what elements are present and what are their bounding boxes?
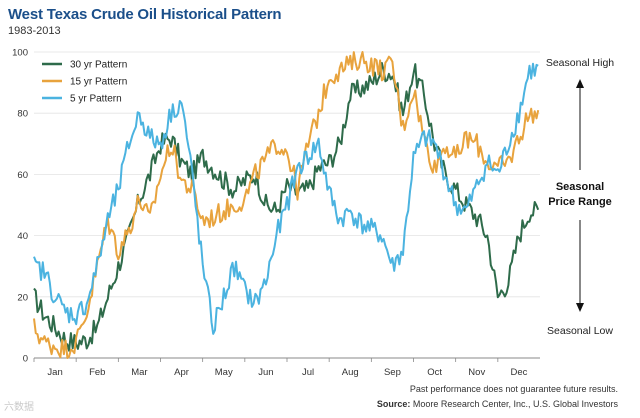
series-line-5-yr-pattern — [33, 62, 539, 335]
annotation-seasonal-low: Seasonal Low — [547, 325, 613, 337]
annotation-seasonal-label-1: Seasonal — [556, 181, 604, 193]
x-tick-label-aug: Aug — [342, 367, 359, 378]
x-tick-label-oct: Oct — [427, 367, 442, 378]
y-tick-label-0: 0 — [23, 354, 28, 365]
x-tick-label-mar: Mar — [131, 367, 147, 378]
x-tick-label-apr: Apr — [174, 367, 189, 378]
source-label: Source: — [376, 399, 411, 409]
x-tick-label-feb: Feb — [89, 367, 105, 378]
chart-title: West Texas Crude Oil Historical Pattern — [8, 6, 282, 23]
legend-label-1: 15 yr Pattern — [70, 77, 127, 88]
x-tick-label-may: May — [215, 367, 233, 378]
y-tick-label-40: 40 — [17, 231, 28, 242]
y-tick-label-100: 100 — [12, 48, 28, 59]
series-line-15-yr-pattern — [33, 51, 540, 359]
y-tick-label-20: 20 — [17, 292, 28, 303]
chart-subtitle: 1983-2013 — [8, 25, 61, 37]
arrow-up-head — [576, 79, 584, 88]
y-tick-label-80: 80 — [17, 109, 28, 120]
x-tick-label-jun: Jun — [258, 367, 273, 378]
x-tick-label-dec: Dec — [510, 367, 527, 378]
x-tick-label-sep: Sep — [384, 367, 401, 378]
watermark: 六数据 — [4, 402, 34, 413]
annotation-seasonal-high: Seasonal High — [546, 57, 614, 69]
source-text: Moore Research Center, Inc., U.S. Global… — [412, 399, 618, 409]
arrow-down-head — [576, 303, 584, 312]
x-tick-label-jul: Jul — [302, 367, 314, 378]
footnote-disclaimer: Past performance does not guarantee futu… — [409, 384, 618, 394]
annotation-seasonal-label-2: Price Range — [548, 196, 612, 208]
legend-label-2: 5 yr Pattern — [70, 94, 122, 105]
x-tick-label-nov: Nov — [468, 367, 485, 378]
legend-label-0: 30 yr Pattern — [70, 60, 127, 71]
x-tick-label-jan: Jan — [47, 367, 62, 378]
y-tick-label-60: 60 — [17, 170, 28, 181]
footnote-source: Source: Moore Research Center, Inc., U.S… — [377, 399, 618, 409]
series-line-30-yr-pattern — [33, 62, 540, 352]
